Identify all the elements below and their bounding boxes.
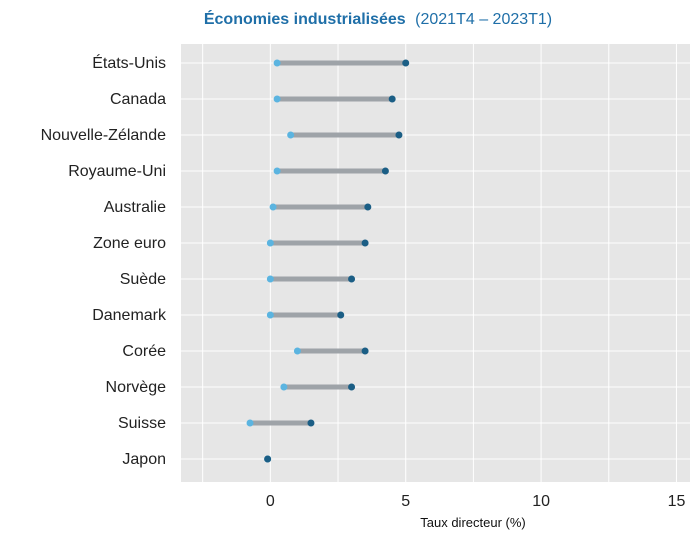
tick-labels: 0 5 10 15	[266, 493, 686, 510]
category-label: Canada	[110, 91, 166, 108]
category-labels: États-Unis Canada Nouvelle-Zélande Royaume-…	[41, 53, 167, 468]
start-point	[273, 59, 281, 67]
category-label: Danemark	[92, 307, 167, 324]
start-point	[269, 203, 277, 211]
end-point	[395, 131, 403, 139]
category-label: Japon	[122, 451, 166, 468]
chart-title: Économies industrialisées (2021T4 – 2023…	[204, 9, 552, 28]
end-point	[348, 275, 356, 283]
start-point	[266, 239, 274, 247]
category-label: Corée	[122, 343, 166, 360]
x-axis-title: Taux directeur (%)	[420, 515, 525, 530]
grid-lines	[181, 44, 690, 482]
end-point	[361, 239, 369, 247]
end-point	[402, 59, 410, 67]
start-point	[280, 383, 288, 391]
end-point	[307, 419, 315, 427]
category-label: Royaume-Uni	[68, 163, 166, 180]
category-label: Australie	[104, 199, 166, 216]
segments	[250, 60, 406, 426]
end-point	[348, 383, 356, 391]
end-point	[337, 311, 345, 319]
end-point	[264, 455, 272, 463]
x-tick-label: 0	[266, 493, 275, 510]
end-point	[364, 203, 372, 211]
category-label: Zone euro	[93, 235, 166, 252]
start-point	[246, 419, 254, 427]
category-label: Nouvelle-Zélande	[41, 127, 167, 144]
start-point	[266, 275, 274, 283]
start-point	[287, 131, 295, 139]
start-point	[266, 311, 274, 319]
end-point	[361, 347, 369, 355]
plot-area	[181, 44, 690, 482]
end-point	[381, 167, 389, 175]
chart-subtitle: (2021T4 – 2023T1)	[415, 11, 552, 28]
points	[246, 59, 410, 463]
start-point	[273, 167, 281, 175]
x-tick-label: 5	[401, 493, 410, 510]
category-label: États-Unis	[92, 53, 166, 72]
end-point	[388, 95, 396, 103]
category-label: Suisse	[118, 415, 166, 432]
category-label: Suède	[120, 271, 166, 288]
category-label: Norvège	[106, 379, 167, 396]
chart-title-main: Économies industrialisées	[204, 9, 406, 28]
x-tick-label: 10	[532, 493, 550, 510]
start-point	[273, 95, 281, 103]
x-tick-label: 15	[668, 493, 686, 510]
start-point	[293, 347, 301, 355]
